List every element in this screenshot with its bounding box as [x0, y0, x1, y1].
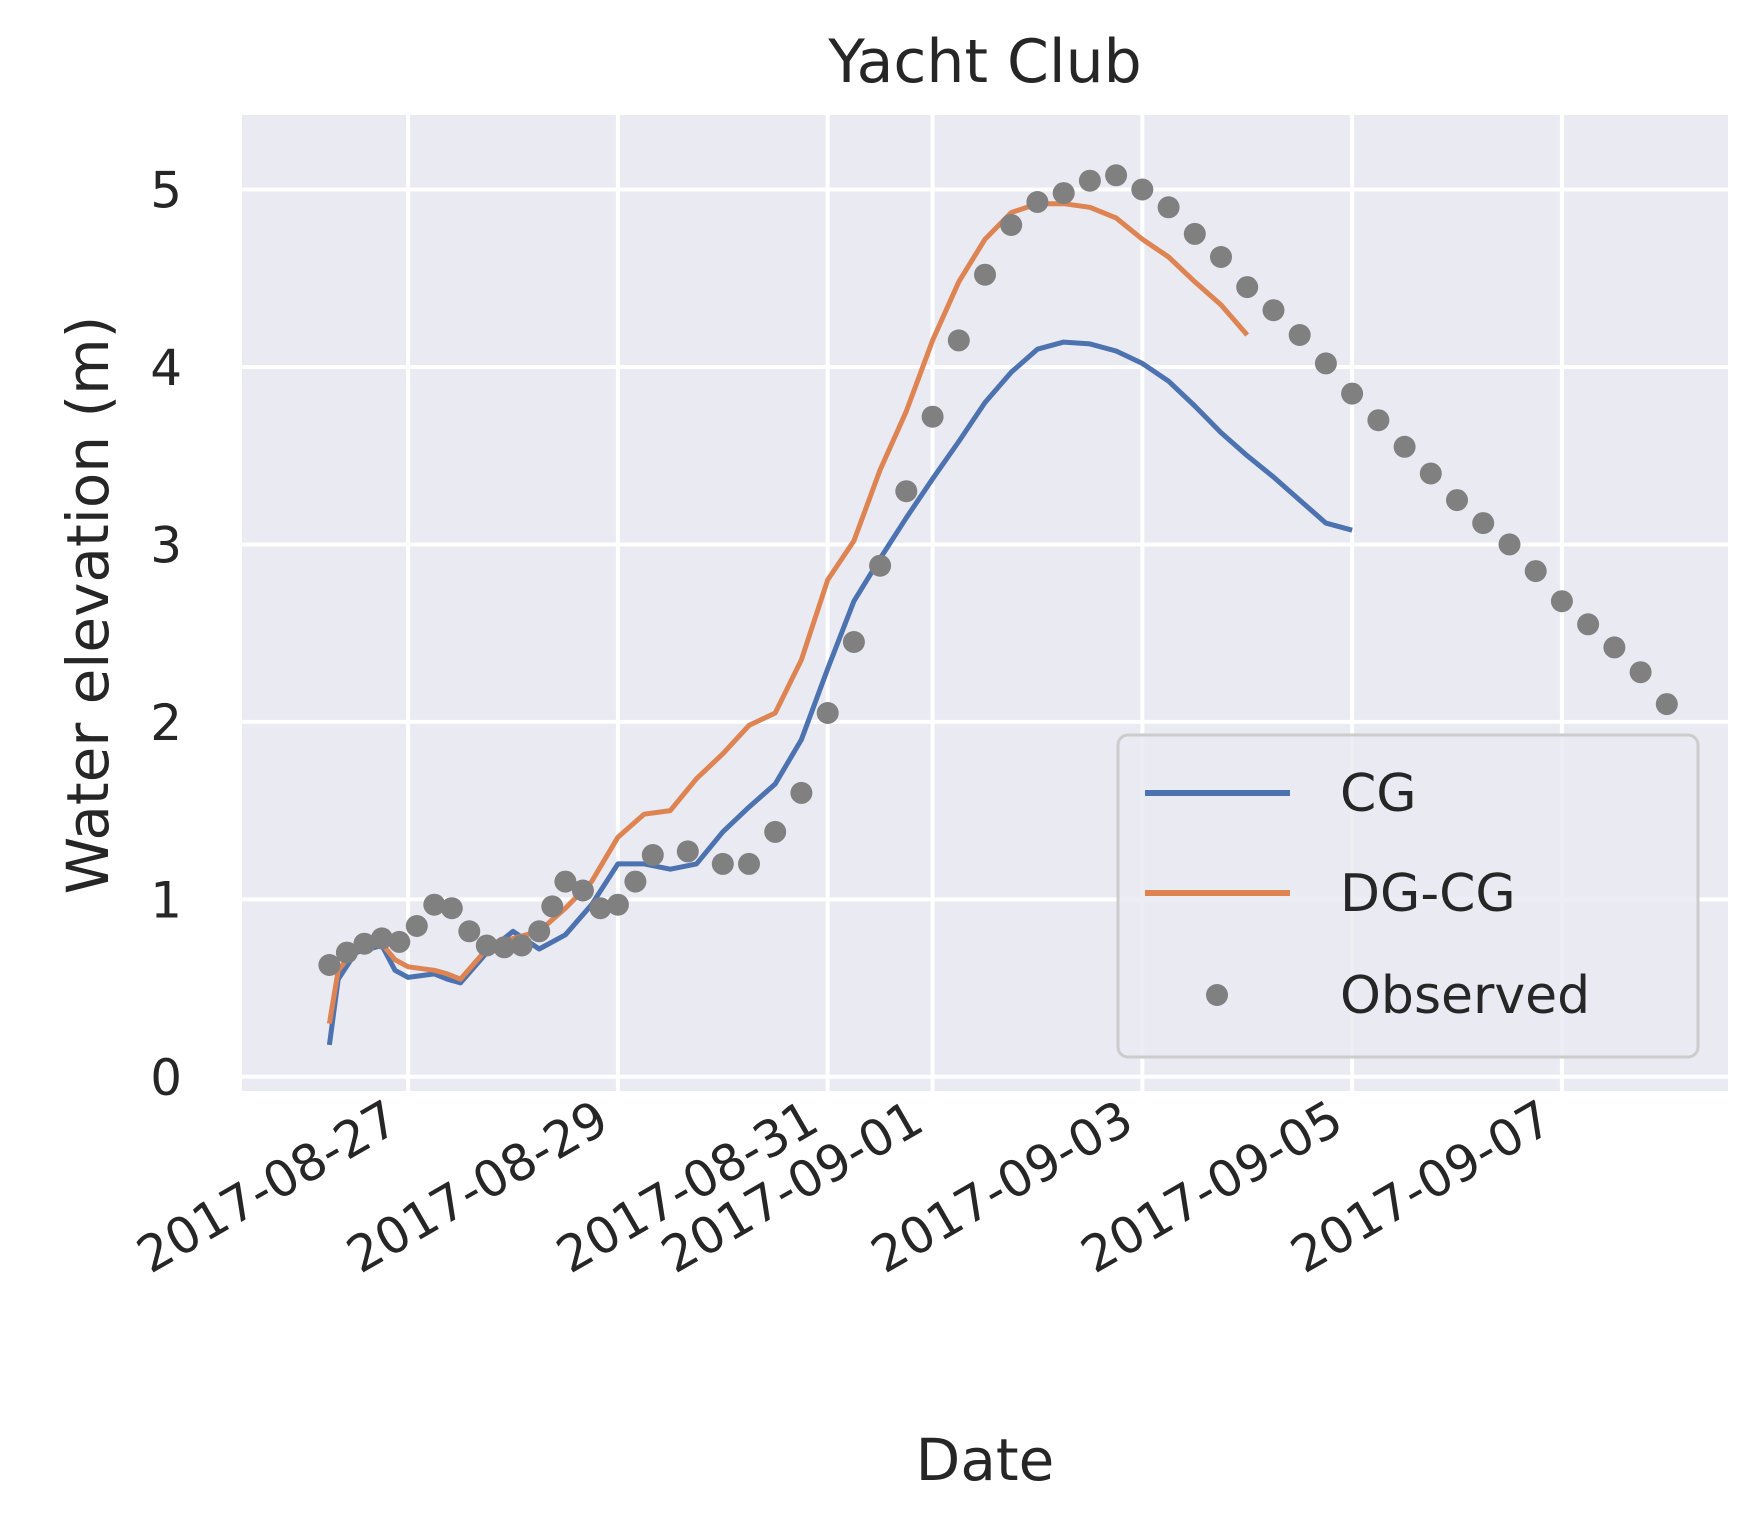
observed-point	[1236, 276, 1259, 299]
observed-point	[589, 897, 612, 920]
observed-point	[1105, 164, 1128, 187]
observed-point	[1498, 533, 1521, 556]
observed-point	[1393, 435, 1416, 458]
y-tick-label: 2	[150, 694, 182, 752]
observed-point	[1052, 182, 1075, 205]
observed-point	[571, 879, 594, 902]
observed-point	[1078, 169, 1101, 192]
observed-point	[1419, 462, 1442, 485]
observed-point	[895, 480, 918, 503]
y-tick-label: 0	[150, 1049, 182, 1107]
observed-point	[1446, 489, 1468, 512]
observed-point	[974, 263, 996, 286]
observed-point	[1183, 222, 1206, 245]
observed-point	[1210, 246, 1232, 268]
observed-point	[335, 941, 358, 964]
observed-point	[554, 870, 577, 893]
observed-point	[493, 936, 516, 959]
observed-point	[440, 897, 463, 920]
observed-point	[1472, 512, 1495, 535]
legend-label-dg-cg: DG-CG	[1340, 864, 1516, 924]
observed-point	[423, 893, 446, 916]
observed-point	[641, 844, 664, 866]
observed-point	[1577, 613, 1600, 636]
observed-point	[738, 852, 760, 875]
observed-point	[458, 920, 481, 943]
observed-point	[790, 781, 813, 804]
observed-point	[869, 554, 892, 577]
observed-point	[370, 927, 393, 950]
observed-point	[1262, 299, 1285, 322]
y-tick-label: 3	[150, 516, 182, 574]
observed-point	[676, 840, 699, 863]
observed-point	[606, 893, 629, 916]
observed-point	[1000, 214, 1023, 236]
observed-point	[1603, 636, 1626, 659]
observed-point	[1524, 560, 1547, 583]
series-layer	[318, 164, 1678, 1046]
chart-title: Yacht Club	[827, 27, 1141, 97]
observed-point	[318, 954, 341, 976]
observed-point	[475, 934, 498, 957]
observed-point	[947, 329, 970, 352]
y-tick-label: 4	[150, 339, 182, 397]
grid	[242, 115, 1728, 1091]
x-axis-title: Date	[916, 1426, 1055, 1494]
legend-frame	[1116, 733, 1700, 1059]
legend: CG DG-CG Observed	[1116, 733, 1700, 1059]
observed-point	[1341, 382, 1364, 405]
observed-point	[1367, 409, 1390, 432]
y-axis-title: Water elevation (m)	[54, 316, 122, 895]
y-tick-label: 5	[150, 162, 182, 220]
series-line-cg	[326, 339, 1353, 1046]
observed-point	[711, 852, 734, 875]
observed-point	[764, 820, 787, 843]
observed-point	[510, 934, 533, 957]
y-tick-labels: 0 1 2 3 4 5	[150, 162, 182, 1107]
series-line-dg-cg	[326, 201, 1250, 1025]
legend-label-observed: Observed	[1340, 966, 1590, 1026]
y-tick-label: 1	[150, 871, 182, 929]
observed-point	[388, 930, 411, 953]
observed-point	[541, 895, 564, 918]
observed-point	[405, 915, 428, 937]
observed-point	[1314, 352, 1337, 375]
observed-point	[921, 405, 944, 428]
observed-point	[1157, 196, 1180, 219]
observed-point	[353, 932, 376, 955]
observed-point	[1629, 661, 1652, 684]
observed-point	[1550, 590, 1573, 613]
legend-label-cg: CG	[1340, 764, 1417, 824]
observed-point	[528, 920, 551, 943]
observed-point	[1288, 324, 1311, 346]
observed-point	[842, 631, 865, 653]
observed-point	[1131, 178, 1154, 201]
observed-point	[1026, 191, 1049, 213]
observed-point	[816, 702, 839, 724]
observed-point	[624, 870, 647, 893]
x-tick-labels: 2017-08-272017-08-292017-08-312017-09-01…	[127, 1089, 1561, 1285]
observed-point	[1655, 693, 1678, 716]
legend-swatch-observed	[1206, 984, 1228, 1006]
